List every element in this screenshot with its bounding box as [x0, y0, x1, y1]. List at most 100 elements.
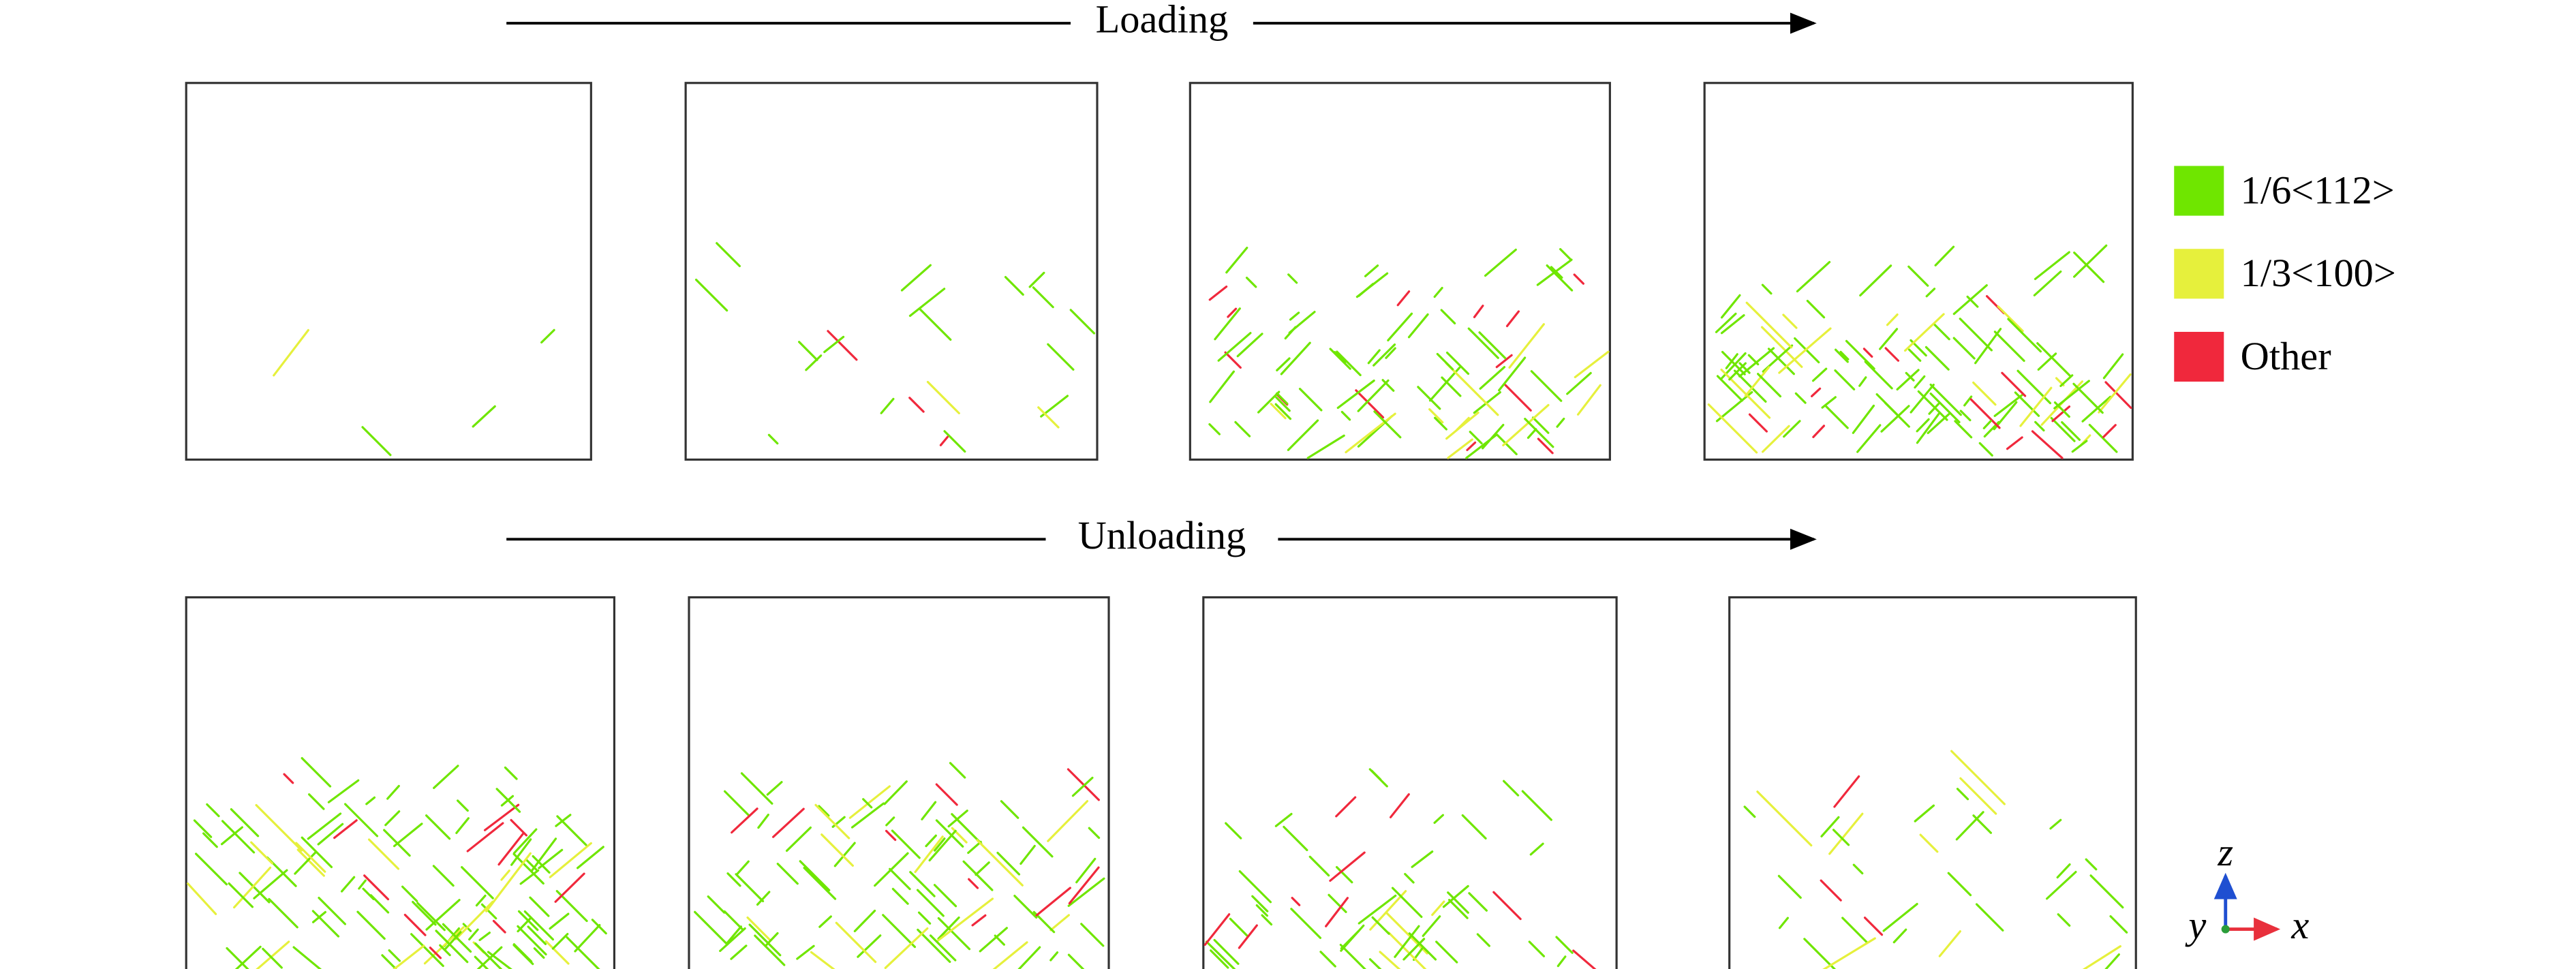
dislocation	[1447, 438, 1473, 459]
dislocation	[885, 816, 895, 827]
dislocation	[500, 870, 510, 881]
dislocation	[1947, 872, 1972, 897]
dislocation	[292, 946, 322, 969]
dislocation	[1447, 891, 1469, 914]
dislocation	[1404, 873, 1415, 884]
dislocation	[1435, 940, 1458, 964]
dislocation	[1556, 417, 1565, 428]
dislocation	[735, 860, 750, 876]
dislocation	[1546, 264, 1574, 292]
dislocation	[301, 836, 333, 869]
dislocation	[202, 832, 218, 848]
dislocation	[857, 934, 882, 958]
dislocation	[283, 773, 294, 784]
dislocation	[1436, 352, 1454, 371]
dislocation	[1461, 814, 1487, 840]
dislocation	[1917, 390, 1948, 421]
dislocation	[916, 889, 945, 917]
dislocation	[233, 866, 272, 909]
dislocation	[530, 837, 557, 872]
dislocation	[818, 915, 832, 928]
dislocation	[1431, 900, 1445, 917]
dislocation	[1017, 946, 1041, 969]
dislocation	[1028, 271, 1045, 288]
dislocation	[540, 328, 555, 344]
dislocation	[2053, 401, 2070, 418]
dislocation	[2059, 374, 2074, 387]
dislocation	[889, 867, 911, 891]
dislocation	[311, 910, 326, 923]
dislocation	[1364, 264, 1379, 277]
dislocation	[1385, 912, 1428, 955]
dislocation	[756, 891, 771, 906]
panel	[1728, 596, 2137, 969]
dislocation	[962, 860, 994, 891]
dislocation	[1950, 750, 2006, 805]
dislocation	[1276, 392, 1289, 405]
dislocation	[2104, 953, 2120, 969]
dislocation	[1387, 932, 1427, 969]
dislocation	[810, 951, 835, 969]
dislocation	[1863, 917, 1884, 936]
dislocation	[401, 885, 418, 902]
legend-label: Other	[2241, 334, 2331, 378]
dislocation	[1550, 266, 1563, 279]
dislocation	[1966, 295, 1979, 308]
dislocation	[1355, 389, 1385, 419]
dislocation	[1707, 403, 1758, 454]
dislocation	[1275, 396, 1291, 412]
axis-label: x	[2290, 903, 2309, 947]
dislocation	[1527, 428, 1537, 440]
dislocation	[1339, 943, 1366, 969]
stage-label: Loading	[1096, 0, 1229, 41]
dislocation	[1997, 305, 2024, 333]
dislocation	[1896, 369, 1920, 391]
dislocation	[474, 942, 503, 969]
dislocation	[850, 802, 885, 829]
dislocation	[1505, 310, 1520, 328]
dislocation	[785, 826, 812, 852]
dislocation	[1298, 388, 1323, 412]
dislocation	[1335, 865, 1353, 884]
dislocation	[1035, 887, 1071, 917]
dislocation	[1013, 895, 1038, 919]
dislocation	[883, 780, 908, 805]
dislocation	[1841, 917, 1869, 944]
dislocation	[757, 814, 769, 829]
dislocation	[694, 278, 729, 312]
dislocation	[1744, 366, 1770, 397]
dislocation	[975, 861, 990, 876]
dislocation	[512, 944, 534, 966]
dislocation	[1852, 863, 1864, 875]
dislocation	[220, 826, 243, 846]
dislocation	[256, 940, 290, 969]
dislocation	[358, 879, 367, 890]
dislocation	[556, 815, 587, 846]
dislocation	[2072, 382, 2104, 414]
dislocation	[1916, 413, 1940, 444]
dislocation	[1214, 307, 1241, 341]
dislocation	[1371, 916, 1390, 935]
dislocation	[1858, 376, 1867, 387]
dislocation	[1557, 955, 1567, 968]
dislocation	[1573, 273, 1585, 285]
dislocation	[2001, 371, 2027, 397]
dislocation	[519, 869, 540, 885]
dislocation	[255, 803, 303, 852]
dislocation	[510, 838, 532, 866]
dislocation	[891, 887, 909, 905]
dislocation	[2050, 416, 2076, 442]
dislocation	[1852, 404, 1875, 434]
dislocation	[2007, 318, 2042, 353]
dislocation	[1004, 276, 1024, 296]
dislocation	[726, 872, 741, 887]
panel	[688, 596, 1110, 969]
dislocation	[363, 874, 390, 901]
dislocation	[2037, 352, 2057, 371]
dislocation	[1368, 958, 1382, 969]
dislocation	[295, 842, 326, 873]
dislocation	[1367, 349, 1381, 365]
dislocation	[1777, 874, 1802, 899]
dislocation	[475, 894, 487, 907]
dislocation	[1000, 800, 1019, 819]
